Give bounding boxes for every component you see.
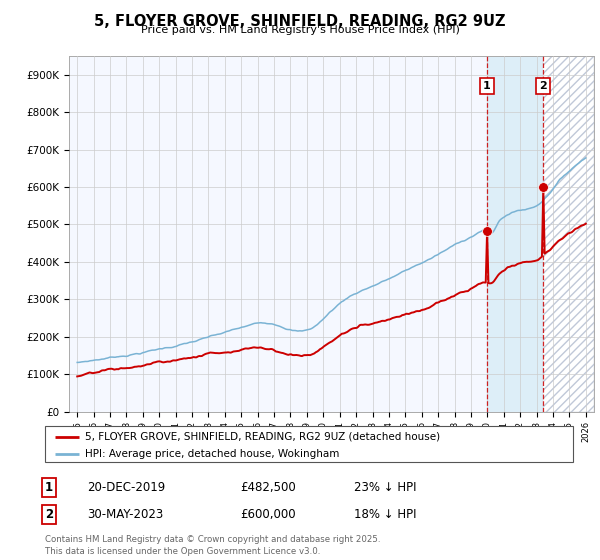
Text: 2: 2 bbox=[45, 507, 53, 521]
FancyBboxPatch shape bbox=[45, 426, 573, 462]
Text: 20-DEC-2019: 20-DEC-2019 bbox=[87, 480, 165, 494]
Bar bbox=[544, 56, 594, 412]
Text: 30-MAY-2023: 30-MAY-2023 bbox=[87, 507, 163, 521]
Text: Price paid vs. HM Land Registry's House Price Index (HPI): Price paid vs. HM Land Registry's House … bbox=[140, 25, 460, 35]
Text: £482,500: £482,500 bbox=[240, 480, 296, 494]
Text: 1: 1 bbox=[483, 81, 491, 91]
Text: 23% ↓ HPI: 23% ↓ HPI bbox=[354, 480, 416, 494]
Text: Contains HM Land Registry data © Crown copyright and database right 2025.
This d: Contains HM Land Registry data © Crown c… bbox=[45, 535, 380, 556]
Text: 2: 2 bbox=[539, 81, 547, 91]
Text: 18% ↓ HPI: 18% ↓ HPI bbox=[354, 507, 416, 521]
Text: £600,000: £600,000 bbox=[240, 507, 296, 521]
Bar bbox=[487, 56, 544, 412]
Text: 5, FLOYER GROVE, SHINFIELD, READING, RG2 9UZ (detached house): 5, FLOYER GROVE, SHINFIELD, READING, RG2… bbox=[85, 432, 440, 441]
Text: 5, FLOYER GROVE, SHINFIELD, READING, RG2 9UZ: 5, FLOYER GROVE, SHINFIELD, READING, RG2… bbox=[94, 14, 506, 29]
Text: HPI: Average price, detached house, Wokingham: HPI: Average price, detached house, Woki… bbox=[85, 449, 339, 459]
Text: 1: 1 bbox=[45, 480, 53, 494]
Bar bbox=[544, 56, 594, 412]
